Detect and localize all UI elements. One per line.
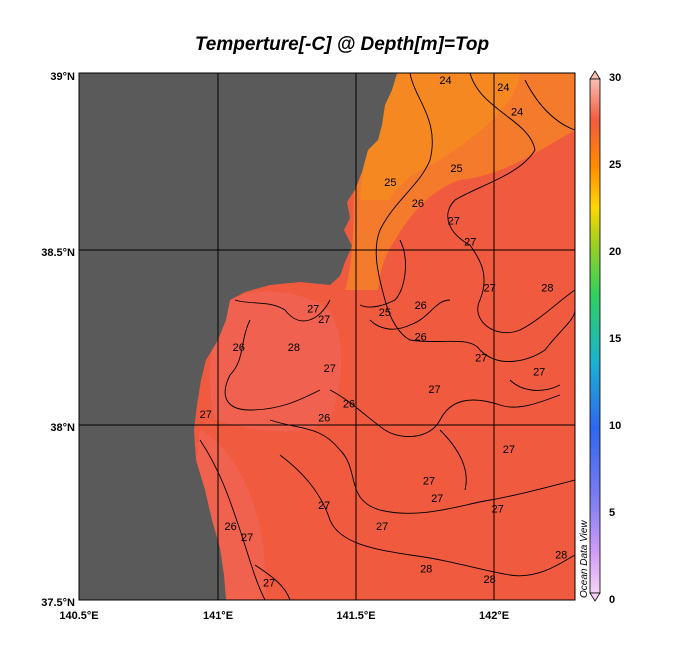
contour-label: 27 (307, 303, 319, 315)
contour-label: 26 (343, 398, 355, 410)
contour-label: 27 (503, 444, 515, 456)
contour-label: 27 (492, 504, 504, 516)
contour-label: 28 (288, 342, 300, 354)
contour-label: 27 (428, 384, 440, 396)
contour-label: 27 (448, 216, 460, 228)
colorbar-tick: 0 (609, 594, 615, 606)
lon-tick-label: 140.5°E (59, 610, 98, 622)
contour-label: 27 (318, 314, 330, 326)
contour-label: 26 (415, 300, 427, 312)
contour-label: 26 (415, 332, 427, 344)
colorbar-tick: 5 (609, 507, 615, 519)
contour-label: 24 (511, 107, 523, 119)
colorbar: 30 25 20 15 10 5 0 (589, 70, 621, 606)
land-mass (79, 73, 397, 600)
contour-label: 28 (483, 574, 495, 586)
map-title: Temperture[-C] @ Depth[m]=Top (194, 34, 490, 55)
contour-label: 26 (224, 521, 236, 533)
map-grid (79, 73, 575, 600)
contour-label: 28 (555, 549, 567, 561)
contour-label: 27 (324, 363, 336, 375)
lat-tick-label: 38.5°N (41, 247, 75, 259)
contour-label: 27 (263, 577, 275, 589)
lat-tick-label: 38°N (50, 422, 75, 434)
contour-label: 24 (439, 75, 451, 87)
contour-label: 24 (497, 82, 509, 94)
contour-label: 27 (533, 367, 545, 379)
contour-label: 27 (475, 353, 487, 365)
contour-label: 27 (483, 282, 495, 294)
temperature-field (79, 73, 575, 600)
contour-label: 27 (431, 493, 443, 505)
contour-label: 27 (423, 476, 435, 488)
contour-label: 27 (376, 521, 388, 533)
lat-tick-label: 37.5°N (41, 597, 75, 609)
lon-tick-label: 141°E (203, 610, 233, 622)
contour-label: 26 (412, 198, 424, 210)
contour-label: 27 (318, 500, 330, 512)
lat-tick-label: 39°N (50, 71, 75, 83)
contour-label: 28 (420, 563, 432, 575)
map-frame (78, 72, 576, 601)
contour-label: 27 (200, 409, 212, 421)
lat-axis: 39°N 38.5°N 38°N 37.5°N (41, 71, 75, 609)
colorbar-tick: 25 (609, 159, 621, 171)
contour-label: 25 (379, 307, 391, 319)
colorbar-tick: 10 (609, 420, 621, 432)
colorbar-tick: 30 (609, 72, 621, 84)
colorbar-top-arrow (589, 70, 601, 80)
lon-tick-label: 141.5°E (336, 610, 375, 622)
contour-label: 25 (450, 163, 462, 175)
colorbar-scale (589, 78, 601, 594)
colorbar-tick: 15 (609, 333, 621, 345)
contour-label: 28 (541, 282, 553, 294)
colorbar-tick: 20 (609, 246, 621, 258)
odv-watermark: Ocean Data View (579, 520, 590, 598)
contour-label: 25 (384, 177, 396, 189)
lon-axis: 140.5°E 141°E 141.5°E 142°E (59, 610, 509, 622)
colorbar-bottom-arrow (589, 592, 601, 602)
contour-lines (199, 73, 575, 600)
contour-label: 26 (318, 412, 330, 424)
contour-label: 26 (233, 342, 245, 354)
contour-label: 27 (464, 237, 476, 249)
lon-tick-label: 142°E (479, 610, 509, 622)
contour-label: 27 (241, 532, 253, 544)
